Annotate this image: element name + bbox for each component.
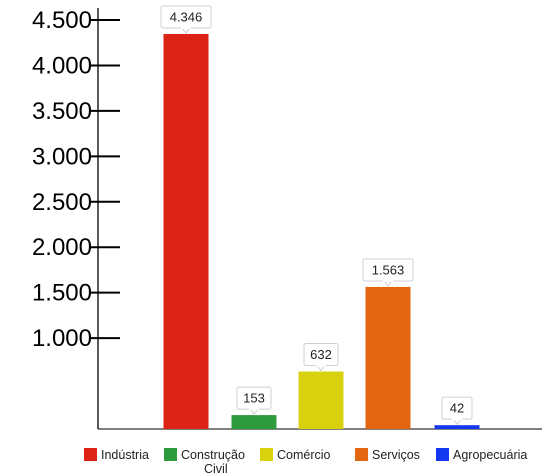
bars	[163, 33, 480, 429]
y-tick-label: 4.000	[32, 52, 92, 79]
legend-swatch	[164, 448, 177, 461]
y-tick-label: 2.000	[32, 234, 92, 261]
bar	[434, 425, 480, 429]
y-tick-label: 3.000	[32, 143, 92, 170]
data-label-pointer-mask	[181, 26, 191, 29]
legend-label-line2: Civil	[204, 462, 228, 474]
bar	[298, 371, 344, 429]
data-label: 153	[243, 391, 265, 406]
data-label-pointer-mask	[383, 279, 393, 282]
legend-label: Agropecuária	[453, 448, 527, 462]
legend-swatch	[260, 448, 273, 461]
legend-swatch	[436, 448, 449, 461]
data-label: 1.563	[372, 262, 405, 277]
bar	[231, 415, 277, 429]
y-tick-label: 2.500	[32, 189, 92, 216]
legend-swatch	[355, 448, 368, 461]
y-tick-label: 1.500	[32, 280, 92, 307]
data-label: 42	[450, 401, 464, 416]
legend-label: Indústria	[101, 448, 149, 462]
y-axis: 1.000 1.500 2.000 2.500 3.000 3.500 4.000 4.500	[32, 7, 542, 430]
data-label: 4.346	[170, 9, 203, 24]
y-tick-label: 4.500	[32, 7, 92, 34]
data-label-pointer-mask	[452, 418, 462, 421]
y-tick-label: 3.500	[32, 98, 92, 125]
data-label: 632	[310, 347, 332, 362]
data-label-pointer-mask	[249, 408, 259, 411]
legend-label: Construção	[181, 448, 245, 462]
data-labels: 4.346 153 632 1.563 42	[160, 5, 473, 425]
bar	[163, 33, 209, 429]
legend-swatch	[84, 448, 97, 461]
y-tick-label: 1.000	[32, 325, 92, 352]
legend-label: Comércio	[277, 448, 331, 462]
bar	[365, 286, 411, 429]
data-label-pointer-mask	[316, 364, 326, 367]
legend-label: Serviços	[372, 448, 420, 462]
